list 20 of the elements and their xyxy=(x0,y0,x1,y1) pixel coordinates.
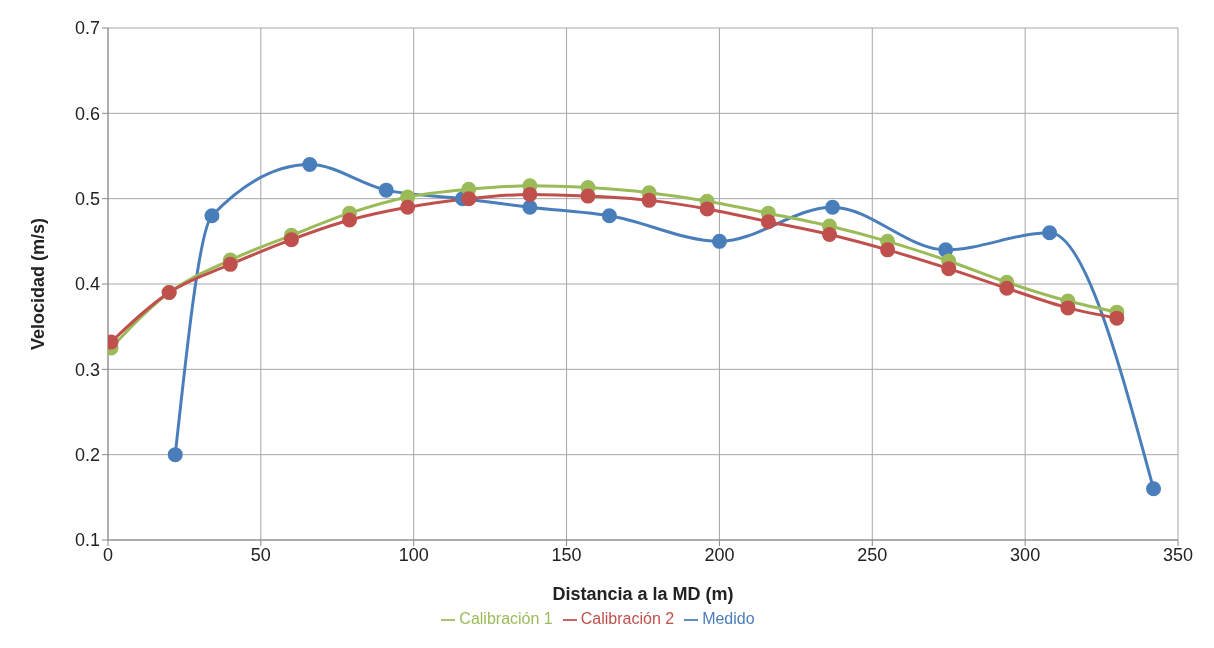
x-tick-label: 350 xyxy=(1162,544,1194,565)
legend-label: Medido xyxy=(702,610,755,627)
x-tick-label: 300 xyxy=(1010,544,1041,565)
y-tick-label: 0.5 xyxy=(74,189,100,210)
y-tick-label: 0.7 xyxy=(74,18,100,39)
x-axis-title: Distancia a la MD (m) xyxy=(552,584,734,604)
x-tick-label: 100 xyxy=(398,544,429,565)
y-tick-label: 0.6 xyxy=(74,103,100,124)
y-tick-label: 0.3 xyxy=(74,359,100,380)
x-tick-label: 150 xyxy=(551,544,582,565)
legend-label: Calibración 2 xyxy=(580,610,675,627)
y-axis-title: Velocidad (m/s) xyxy=(28,217,49,351)
x-tick-label: 0 xyxy=(102,544,114,565)
y-tick-label: 0.2 xyxy=(74,445,100,466)
legend-label: Calibración 1 xyxy=(459,610,553,627)
x-tick-label: 50 xyxy=(250,544,271,565)
x-tick-label: 200 xyxy=(704,544,735,565)
x-tick-label: 250 xyxy=(857,544,888,565)
y-tick-label: 0.4 xyxy=(74,274,100,295)
y-tick-label: 0.1 xyxy=(74,530,100,551)
